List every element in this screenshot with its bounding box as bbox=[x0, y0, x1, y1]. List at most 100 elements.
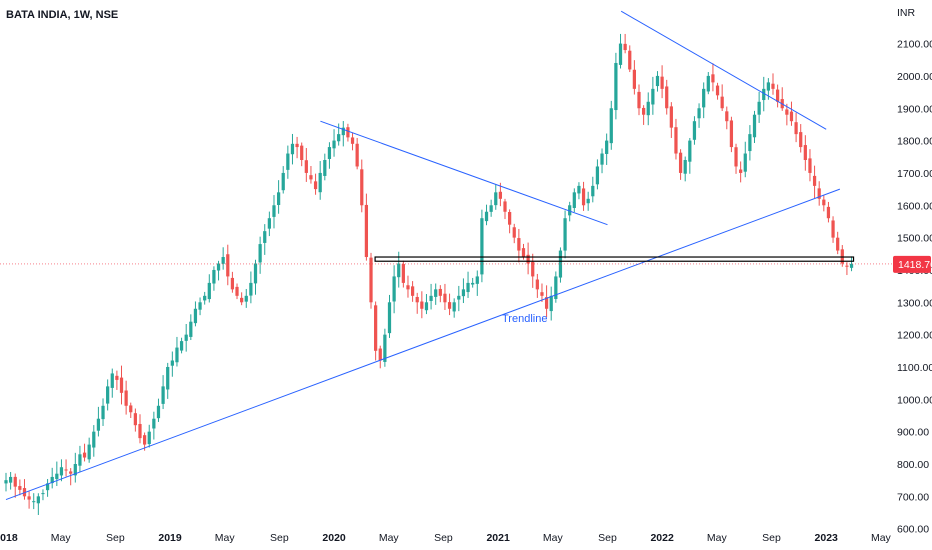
candle-body bbox=[748, 134, 752, 152]
candle-body bbox=[115, 375, 119, 380]
candle-body bbox=[304, 160, 308, 173]
candle-body bbox=[230, 277, 235, 290]
x-tick-label: May bbox=[379, 532, 400, 544]
candle-body bbox=[434, 289, 438, 297]
candle-body bbox=[563, 218, 567, 251]
candle-body bbox=[665, 86, 669, 109]
candle-body bbox=[101, 405, 105, 420]
candle-body bbox=[544, 297, 549, 309]
candle-body bbox=[45, 483, 50, 491]
candles bbox=[4, 33, 854, 515]
candle-body bbox=[332, 140, 336, 149]
candle-body bbox=[683, 160, 687, 174]
candle-body bbox=[346, 127, 350, 138]
x-tick-label: Sep bbox=[762, 532, 781, 544]
candle-body bbox=[272, 205, 276, 217]
candle-body bbox=[660, 76, 664, 89]
candle-body bbox=[517, 238, 521, 251]
candle-body bbox=[581, 188, 586, 206]
candle-body bbox=[170, 360, 174, 366]
candle-body bbox=[92, 431, 96, 448]
candle-body bbox=[286, 153, 290, 170]
trendline bbox=[5, 188, 841, 501]
candle-body bbox=[508, 212, 512, 225]
candle-body bbox=[374, 305, 378, 351]
y-axis[interactable]: 600.00 700.00 800.00 900.00 1000.00 1100.00 12… bbox=[897, 39, 932, 536]
candle-body bbox=[512, 227, 516, 238]
candle-body bbox=[87, 444, 91, 460]
candle-body bbox=[50, 476, 54, 484]
last-price-badge: 1418.70 bbox=[893, 255, 932, 273]
x-tick-label: Sep bbox=[434, 532, 453, 544]
candle-body bbox=[766, 82, 770, 91]
candle-body bbox=[568, 205, 572, 216]
candle-body bbox=[82, 452, 87, 458]
candle-body bbox=[360, 169, 364, 206]
candle-body bbox=[355, 143, 359, 167]
candle-body bbox=[110, 373, 114, 388]
candle-body bbox=[503, 201, 507, 212]
candle-body bbox=[378, 348, 382, 361]
candle-body bbox=[309, 175, 313, 180]
candle-body bbox=[401, 264, 405, 283]
candle-body bbox=[78, 454, 82, 466]
candle-body bbox=[628, 50, 632, 70]
candle-body bbox=[535, 279, 539, 290]
candle-body bbox=[526, 254, 530, 264]
candle-body bbox=[637, 91, 641, 109]
candle-body bbox=[318, 172, 322, 193]
candle-body bbox=[840, 249, 844, 264]
candle-body bbox=[189, 321, 193, 337]
candle-body bbox=[175, 347, 179, 363]
candle-body bbox=[64, 469, 68, 471]
candle-body bbox=[646, 101, 650, 116]
candle-body bbox=[831, 220, 835, 238]
candle-body bbox=[447, 302, 452, 309]
candle-body bbox=[36, 496, 40, 504]
candle-body bbox=[392, 276, 396, 302]
candle-body bbox=[461, 289, 466, 297]
x-tick-label: 2020 bbox=[322, 532, 346, 544]
candle-body bbox=[794, 122, 798, 135]
candle-body bbox=[240, 297, 244, 303]
candle-body bbox=[397, 263, 401, 278]
y-tick-label: 2000.00 bbox=[897, 71, 932, 83]
candle-body bbox=[678, 152, 683, 173]
candle-body bbox=[605, 140, 609, 154]
candle-body bbox=[313, 181, 318, 190]
candle-body bbox=[364, 204, 369, 258]
x-tick-label: Sep bbox=[270, 532, 289, 544]
candle-body bbox=[845, 265, 849, 267]
y-tick-label: 900.00 bbox=[897, 427, 929, 439]
candle-body bbox=[216, 263, 221, 271]
candle-body bbox=[406, 285, 410, 290]
candle-body bbox=[13, 476, 17, 487]
support-zone[interactable] bbox=[374, 256, 855, 262]
candle-body bbox=[651, 88, 655, 105]
candle-body bbox=[715, 85, 720, 96]
candle-body bbox=[849, 263, 854, 268]
candle-body bbox=[577, 185, 581, 194]
candle-body bbox=[531, 261, 535, 277]
candle-body bbox=[69, 471, 73, 474]
y-tick-label: 700.00 bbox=[897, 491, 929, 503]
candle-body bbox=[785, 109, 789, 115]
x-axis[interactable]: 2018 May Sep 2019 May Sep 2020 May Sep 2021 May Sep… bbox=[0, 532, 892, 544]
y-tick-label: 1000.00 bbox=[897, 394, 932, 406]
candle-body bbox=[350, 137, 355, 144]
candle-body bbox=[207, 282, 211, 300]
candle-body bbox=[410, 286, 415, 296]
x-tick-label: May bbox=[215, 532, 236, 544]
candle-body bbox=[812, 175, 817, 186]
candle-body bbox=[420, 301, 424, 309]
x-tick-label: 2021 bbox=[486, 532, 510, 544]
x-tick-label: 2022 bbox=[650, 532, 674, 544]
trendlines[interactable] bbox=[5, 10, 841, 501]
candle-body bbox=[27, 496, 31, 500]
candle-body bbox=[674, 127, 678, 154]
candle-body bbox=[226, 254, 230, 277]
candle-body bbox=[702, 88, 706, 108]
candle-body bbox=[775, 89, 780, 102]
candle-body bbox=[614, 62, 618, 111]
